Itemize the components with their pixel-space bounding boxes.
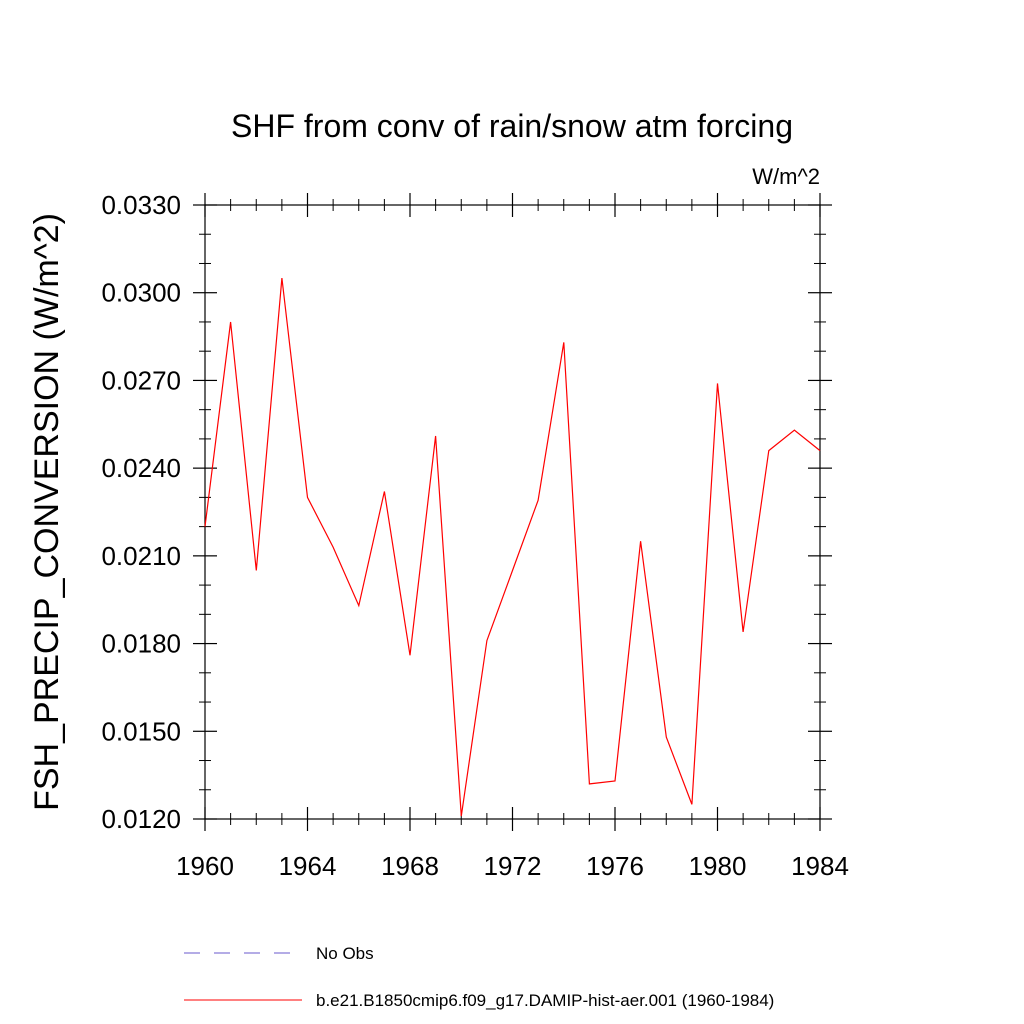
x-tick-label: 1980 bbox=[689, 851, 747, 881]
x-tick-label: 1972 bbox=[484, 851, 542, 881]
legend-label: b.e21.B1850cmip6.f09_g17.DAMIP-hist-aer.… bbox=[316, 991, 774, 1010]
x-tick-labels: 1960 1964 1968 1972 1976 1980 1984 bbox=[176, 851, 849, 881]
y-tick-label: 0.0180 bbox=[101, 629, 181, 659]
chart-title: SHF from conv of rain/snow atm forcing bbox=[231, 108, 793, 144]
y-tick-label: 0.0330 bbox=[101, 190, 181, 220]
y-tick-label: 0.0120 bbox=[101, 804, 181, 834]
legend: No Obs b.e21.B1850cmip6.f09_g17.DAMIP-his… bbox=[184, 944, 774, 1010]
x-tick-label: 1960 bbox=[176, 851, 234, 881]
y-tick-label: 0.0150 bbox=[101, 716, 181, 746]
y-tick-labels: 0.0120 0.0150 0.0180 0.0210 0.0240 0.0270 0.03… bbox=[101, 190, 181, 834]
units-label: W/m^2 bbox=[752, 164, 820, 189]
plot-frame bbox=[204, 204, 821, 820]
x-tick-label: 1968 bbox=[381, 851, 439, 881]
series-line bbox=[204, 278, 821, 817]
axis-ticks bbox=[193, 193, 832, 831]
y-tick-label: 0.0210 bbox=[101, 541, 181, 571]
x-tick-label: 1976 bbox=[586, 851, 644, 881]
x-tick-label: 1984 bbox=[791, 851, 849, 881]
x-tick-label: 1964 bbox=[279, 851, 337, 881]
y-axis-label: FSH_PRECIP_CONVERSION (W/m^2) bbox=[28, 213, 66, 811]
y-tick-label: 0.0240 bbox=[101, 453, 181, 483]
y-tick-label: 0.0300 bbox=[101, 278, 181, 308]
legend-label: No Obs bbox=[316, 944, 374, 963]
y-tick-label: 0.0270 bbox=[101, 365, 181, 395]
series-layer bbox=[204, 278, 821, 817]
